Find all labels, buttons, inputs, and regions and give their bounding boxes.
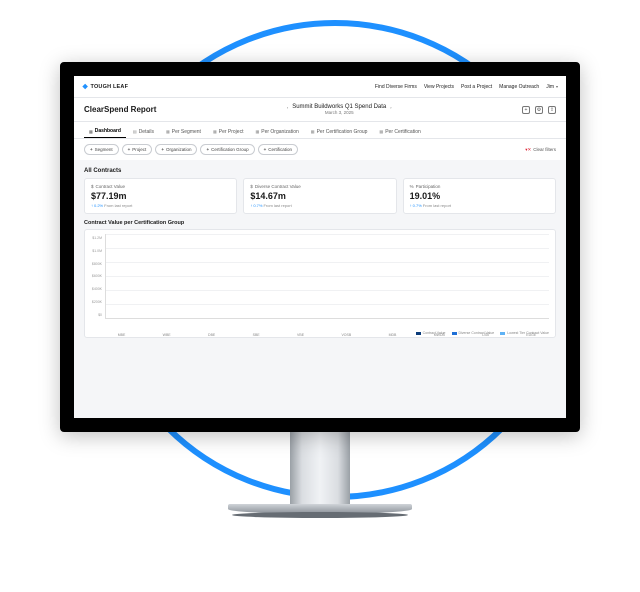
grid-icon: ▦	[89, 129, 93, 134]
arrow-up-icon: ↑	[250, 203, 252, 208]
segment-icon: ▦	[166, 129, 170, 134]
participation-value: 19.01%	[410, 191, 549, 201]
tab-per-organization[interactable]: ▦Per Organization	[250, 125, 303, 138]
user-menu[interactable]: Jim ▾	[546, 84, 558, 90]
plus-icon: +	[264, 147, 267, 152]
card-contract-value: $Contract Value $77.19m ↑0.2% From last …	[84, 178, 237, 214]
percent-icon: %	[410, 184, 414, 189]
filter-project[interactable]: +Project	[122, 144, 153, 155]
nav-manage-outreach[interactable]: Manage Outreach	[499, 84, 539, 90]
tab-dashboard[interactable]: ▦Dashboard	[84, 125, 126, 138]
filter-segment[interactable]: +Segment	[84, 144, 119, 155]
page-title: ClearSpend Report	[84, 105, 156, 114]
brand-name: TOUGH LEAF	[90, 84, 128, 90]
chevron-down-icon: ▾	[556, 84, 558, 89]
report-tabs: ▦Dashboard ▤Details ▦Per Segment ▦Per Pr…	[74, 122, 566, 139]
tab-per-certification[interactable]: ▦Per Certification	[374, 125, 425, 138]
contract-value: $77.19m	[91, 191, 230, 201]
cert-group-icon: ▦	[311, 129, 315, 134]
filter-cert-group[interactable]: +Certification Group	[200, 144, 254, 155]
filter-organization[interactable]: +Organization	[155, 144, 197, 155]
tab-per-project[interactable]: ▦Per Project	[208, 125, 249, 138]
funnel-clear-icon: ▾✕	[525, 147, 531, 153]
brand-logo: ❖ TOUGH LEAF	[82, 83, 128, 91]
org-icon: ▦	[255, 129, 259, 134]
chart-plot	[105, 234, 549, 319]
leaf-icon: ❖	[82, 83, 88, 91]
chart-title: Contract Value per Certification Group	[84, 220, 556, 226]
cert-icon: ▦	[379, 129, 383, 134]
nav-post-project[interactable]: Post a Project	[461, 84, 492, 90]
section-all-contracts: All Contracts	[84, 168, 556, 174]
nav-view-projects[interactable]: View Projects	[424, 84, 454, 90]
nav-find-diverse-firms[interactable]: Find Diverse Firms	[375, 84, 417, 90]
tab-per-cert-group[interactable]: ▦Per Certification Group	[306, 125, 373, 138]
dollar-icon: $	[250, 184, 253, 189]
plus-icon: +	[90, 147, 93, 152]
user-name: Jim	[546, 84, 554, 90]
plus-icon: +	[161, 147, 164, 152]
share-icon[interactable]: ⇪	[548, 106, 556, 114]
chart-y-axis: $1.2M$1.0M$800K$600K$400K$200K$0	[91, 234, 105, 329]
card-diverse-contract-value: $Diverse Contract Value $14.67m ↑0.7% Fr…	[243, 178, 396, 214]
chart-x-axis: MBEWBEDBESBEVBEVOSBMDBMWDBLSBEDGE	[99, 333, 555, 337]
dollar-icon: $	[91, 184, 94, 189]
project-icon: ▦	[213, 129, 217, 134]
plus-icon: +	[206, 147, 209, 152]
tab-per-segment[interactable]: ▦Per Segment	[161, 125, 206, 138]
diverse-contract-value: $14.67m	[250, 191, 389, 201]
plus-icon: +	[128, 147, 131, 152]
report-date: March 3, 2025	[156, 110, 522, 115]
prev-report-icon[interactable]: ‹	[287, 105, 288, 110]
tab-details[interactable]: ▤Details	[128, 125, 159, 138]
card-participation: %Participation 19.01% ↑0.7% From last re…	[403, 178, 556, 214]
next-report-icon[interactable]: ›	[390, 105, 391, 110]
arrow-up-icon: ↑	[91, 203, 93, 208]
add-icon[interactable]: +	[522, 106, 530, 114]
cert-group-chart: $1.2M$1.0M$800K$600K$400K$200K$0 MBEWBED…	[84, 229, 556, 338]
list-icon: ▤	[133, 129, 137, 134]
clear-filters[interactable]: ▾✕ Clear filters	[525, 147, 556, 153]
gear-icon[interactable]: ⚙	[535, 106, 543, 114]
arrow-up-icon: ↑	[410, 203, 412, 208]
filter-certification[interactable]: +Certification	[258, 144, 298, 155]
